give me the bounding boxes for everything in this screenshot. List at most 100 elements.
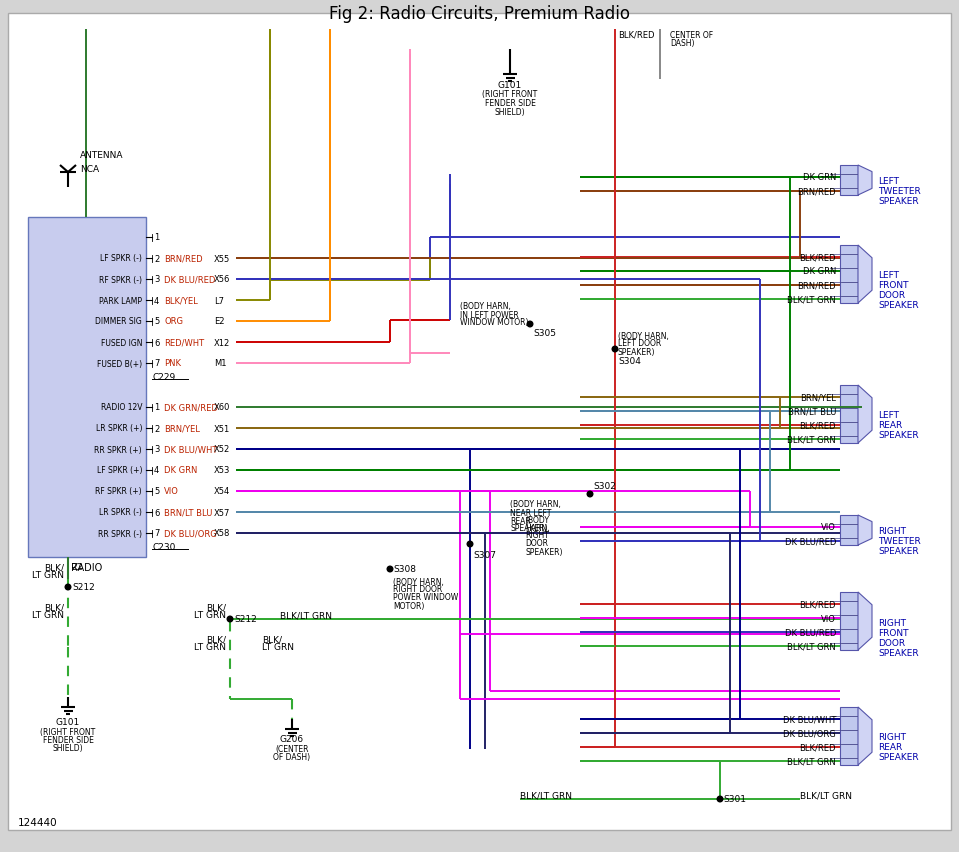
- Text: VIO: VIO: [821, 523, 836, 532]
- Text: Fig 2: Radio Circuits, Premium Radio: Fig 2: Radio Circuits, Premium Radio: [329, 5, 630, 23]
- FancyBboxPatch shape: [28, 218, 146, 557]
- Text: DK BLU/RED: DK BLU/RED: [784, 628, 836, 636]
- FancyBboxPatch shape: [8, 14, 951, 830]
- Text: X58: X58: [214, 529, 230, 538]
- Text: G101: G101: [498, 80, 522, 89]
- Text: 7: 7: [154, 529, 159, 538]
- Text: PNK: PNK: [164, 359, 181, 368]
- Text: 6: 6: [154, 508, 159, 517]
- Text: RF SPKR (-): RF SPKR (-): [99, 275, 142, 285]
- Polygon shape: [858, 515, 872, 545]
- Text: S301: S301: [723, 795, 746, 803]
- Text: 4: 4: [154, 466, 159, 475]
- Text: S212: S212: [72, 583, 95, 592]
- Text: DOOR: DOOR: [878, 638, 905, 647]
- Text: RIGHT: RIGHT: [878, 733, 906, 741]
- Text: 2: 2: [154, 424, 159, 433]
- Text: RR SPKR (-): RR SPKR (-): [98, 529, 142, 538]
- FancyBboxPatch shape: [840, 707, 858, 765]
- Text: FRONT: FRONT: [878, 281, 908, 291]
- Text: S212: S212: [234, 615, 257, 624]
- Text: LEFT: LEFT: [878, 177, 899, 187]
- Text: DK GRN: DK GRN: [164, 466, 198, 475]
- Text: 5: 5: [154, 317, 159, 326]
- FancyBboxPatch shape: [840, 245, 858, 303]
- Circle shape: [612, 347, 618, 353]
- Text: REAR: REAR: [510, 516, 530, 525]
- Text: (BODY: (BODY: [525, 515, 549, 524]
- Text: BLK/LT GRN: BLK/LT GRN: [787, 757, 836, 766]
- Text: BRN/LT BLU: BRN/LT BLU: [164, 508, 212, 517]
- Text: DK GRN: DK GRN: [803, 268, 836, 276]
- Text: BLK/YEL: BLK/YEL: [164, 296, 198, 305]
- Text: BLK/LT GRN: BLK/LT GRN: [280, 611, 332, 619]
- Text: 3: 3: [154, 275, 159, 285]
- Text: FENDER SIDE: FENDER SIDE: [484, 100, 535, 108]
- Text: BLK/: BLK/: [206, 603, 226, 612]
- Circle shape: [527, 322, 533, 327]
- Text: SPEAKER: SPEAKER: [878, 431, 919, 440]
- Text: SPEAKER: SPEAKER: [878, 752, 919, 762]
- Text: RIGHT: RIGHT: [878, 618, 906, 627]
- Text: DOOR: DOOR: [878, 291, 905, 300]
- Text: BLK/RED: BLK/RED: [800, 743, 836, 751]
- Text: BRN/YEL: BRN/YEL: [164, 424, 199, 433]
- Text: 3: 3: [154, 445, 159, 454]
- Text: BRN/LT BLU: BRN/LT BLU: [787, 407, 836, 416]
- Text: HARN,: HARN,: [525, 523, 550, 532]
- Text: X57: X57: [214, 508, 230, 517]
- Text: SPEAKER: SPEAKER: [878, 648, 919, 657]
- Text: RED/WHT: RED/WHT: [164, 338, 204, 347]
- Text: LT GRN: LT GRN: [194, 642, 226, 652]
- Circle shape: [717, 797, 723, 802]
- Text: 7: 7: [154, 359, 159, 368]
- Text: NEAR LEFT: NEAR LEFT: [510, 508, 551, 517]
- Text: L7: L7: [214, 296, 224, 305]
- Text: BLK/: BLK/: [262, 635, 282, 644]
- Text: BLK/: BLK/: [206, 635, 226, 644]
- Text: (BODY HARN,: (BODY HARN,: [618, 331, 668, 340]
- Text: CENTER OF: CENTER OF: [670, 31, 713, 39]
- Circle shape: [467, 542, 473, 547]
- Text: DK BLU/WHT: DK BLU/WHT: [783, 715, 836, 723]
- Polygon shape: [858, 707, 872, 765]
- Text: ORG: ORG: [164, 317, 183, 326]
- FancyBboxPatch shape: [840, 386, 858, 444]
- Text: LEFT: LEFT: [878, 271, 899, 280]
- Text: 1: 1: [154, 403, 159, 412]
- Text: X53: X53: [214, 466, 230, 475]
- Circle shape: [65, 584, 71, 590]
- Text: DK BLU/RED: DK BLU/RED: [164, 275, 216, 285]
- Polygon shape: [858, 245, 872, 303]
- Text: FUSED IGN: FUSED IGN: [101, 338, 142, 347]
- Polygon shape: [858, 386, 872, 444]
- Text: S307: S307: [473, 550, 496, 559]
- FancyBboxPatch shape: [840, 515, 858, 545]
- Text: VIO: VIO: [821, 613, 836, 623]
- Text: BLK/LT GRN: BLK/LT GRN: [800, 791, 852, 799]
- Text: S302: S302: [593, 482, 616, 491]
- Text: LT GRN: LT GRN: [32, 571, 64, 580]
- Text: X52: X52: [214, 445, 230, 454]
- Text: (RIGHT FRONT: (RIGHT FRONT: [40, 728, 96, 737]
- Text: SHIELD): SHIELD): [495, 108, 526, 118]
- Text: RIGHT DOOR: RIGHT DOOR: [393, 584, 442, 594]
- Text: BRN/RED: BRN/RED: [797, 281, 836, 291]
- Text: LR SPKR (+): LR SPKR (+): [96, 424, 142, 433]
- Text: LT GRN: LT GRN: [194, 611, 226, 619]
- Text: DK BLU/RED: DK BLU/RED: [784, 537, 836, 546]
- Text: S308: S308: [393, 565, 416, 574]
- Text: BLK/: BLK/: [44, 563, 64, 572]
- Text: LF SPKR (+): LF SPKR (+): [97, 466, 142, 475]
- Text: RF SPKR (+): RF SPKR (+): [95, 487, 142, 496]
- Text: BLK/RED: BLK/RED: [618, 31, 654, 39]
- Text: TWEETER: TWEETER: [878, 187, 921, 196]
- Text: BLK/LT GRN: BLK/LT GRN: [787, 642, 836, 651]
- Text: (BODY HARN,: (BODY HARN,: [393, 577, 444, 586]
- Text: M1: M1: [214, 359, 226, 368]
- Circle shape: [387, 567, 393, 573]
- Text: BRN/RED: BRN/RED: [164, 254, 202, 263]
- Text: 1: 1: [154, 233, 159, 242]
- Text: BRN/YEL: BRN/YEL: [800, 393, 836, 402]
- Text: SPEAKER): SPEAKER): [510, 524, 548, 532]
